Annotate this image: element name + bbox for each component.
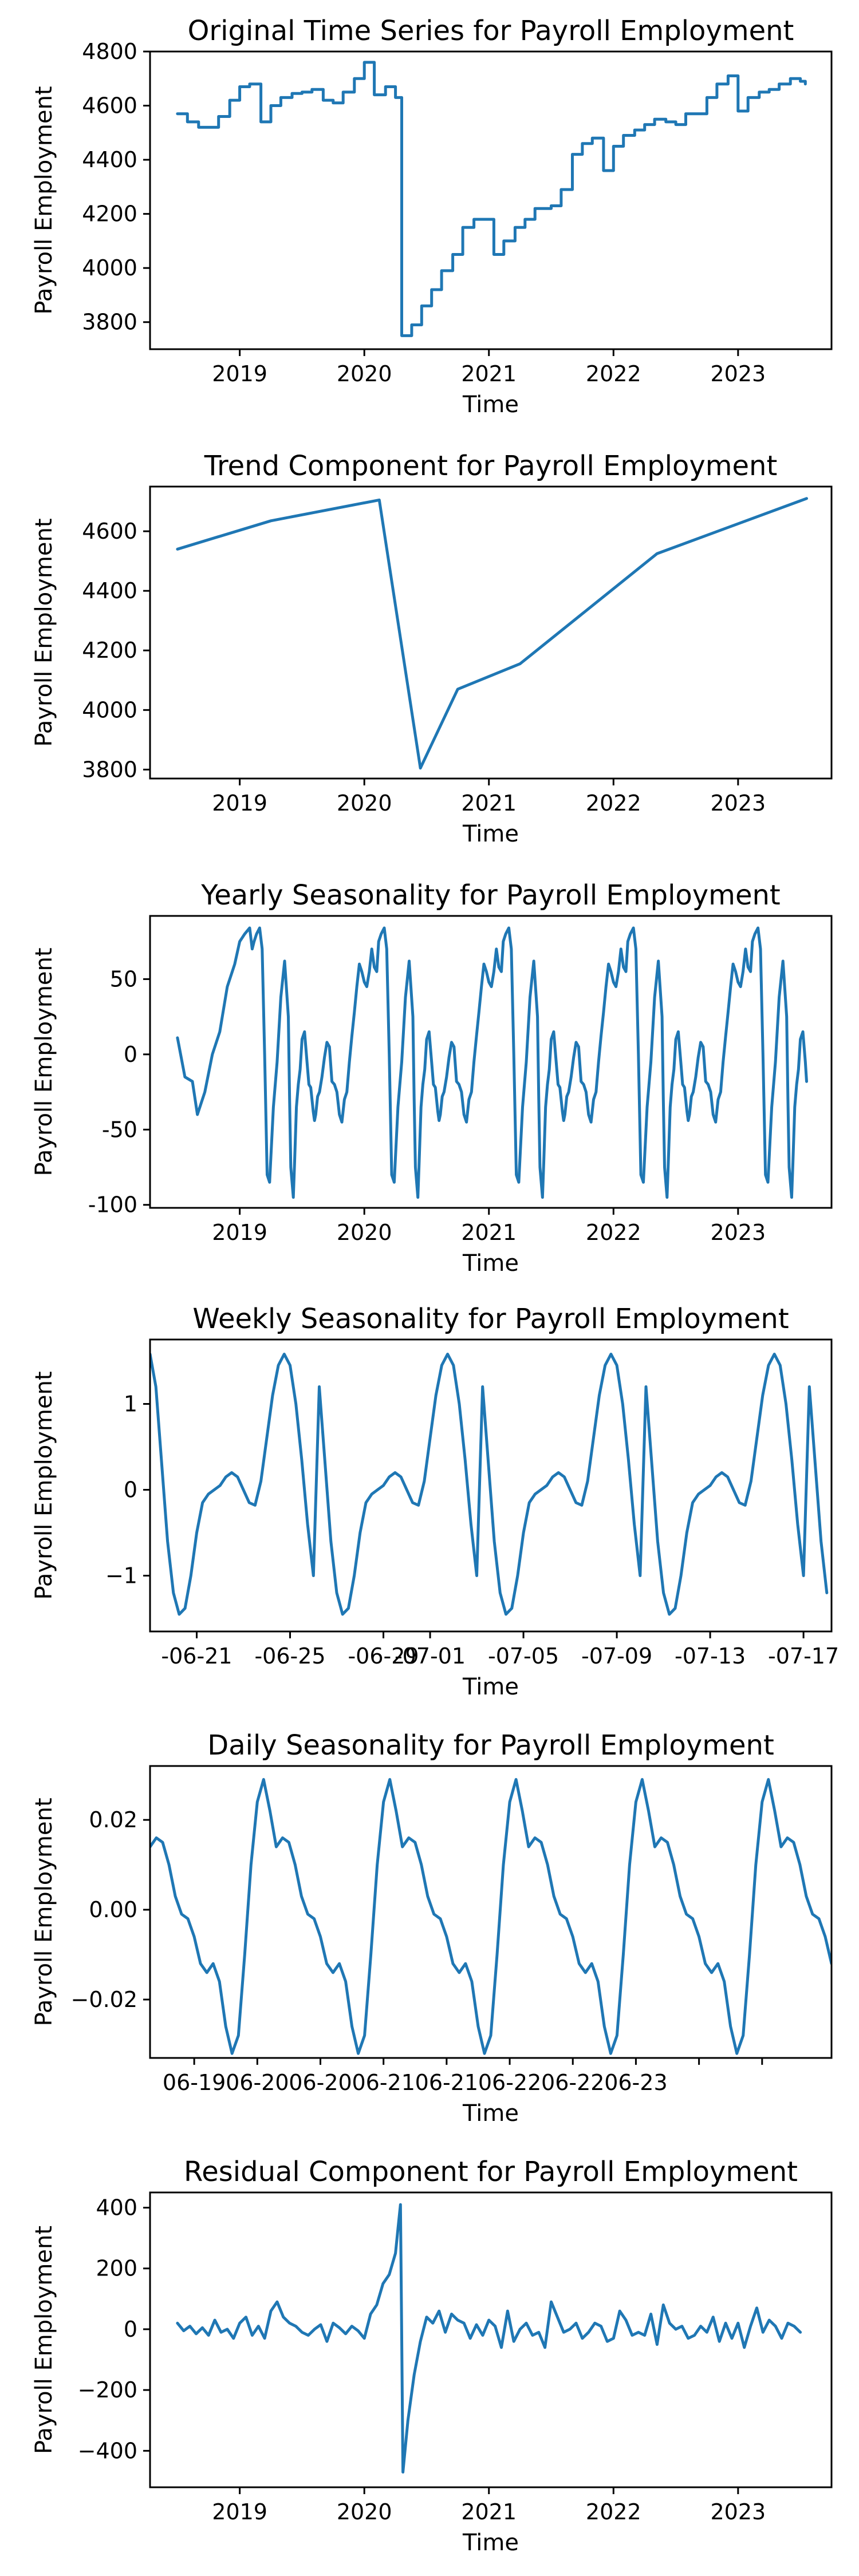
- y-tick-label: 4600: [82, 519, 137, 544]
- x-tick-label: 2020: [337, 361, 392, 386]
- y-tick-label: 4400: [82, 578, 137, 603]
- chart-title: Weekly Seasonality for Payroll Employmen…: [192, 1303, 789, 1335]
- x-tick-label: 06-21: [415, 2070, 478, 2095]
- x-tick-label: 2019: [212, 791, 267, 816]
- x-tick-label: 2019: [212, 1220, 267, 1245]
- x-tick-label: 2020: [337, 791, 392, 816]
- y-tick-label: −0.02: [71, 1987, 137, 2012]
- series-line: [176, 926, 808, 1199]
- y-tick-label: −400: [78, 2438, 137, 2463]
- y-tick-label: 200: [96, 2256, 137, 2281]
- y-tick-label: 4800: [82, 39, 137, 64]
- x-axis-label: Time: [462, 821, 519, 847]
- y-tick-label: -100: [88, 1192, 137, 1218]
- x-tick-label: 2022: [586, 2499, 641, 2524]
- x-axis-label: Time: [462, 2530, 519, 2556]
- x-tick-label: 06-21: [352, 2070, 415, 2095]
- x-tick-label: 2019: [212, 361, 267, 386]
- x-tick-label: 06-19: [163, 2070, 226, 2095]
- chart-panel-3: Yearly Seasonality for Payroll Employmen…: [31, 879, 833, 1277]
- series-line: [176, 2203, 802, 2474]
- x-tick-label: -06-25: [254, 1643, 325, 1669]
- x-tick-label: 2019: [212, 2499, 267, 2524]
- y-axis-label: Payroll Employment: [31, 2226, 57, 2454]
- y-tick-label: 4200: [82, 638, 137, 663]
- x-tick-label: 06-20: [289, 2070, 352, 2095]
- x-tick-label: 2023: [710, 2499, 766, 2524]
- y-tick-label: 3800: [82, 757, 137, 782]
- y-axis-label: Payroll Employment: [31, 86, 57, 315]
- x-tick-label: 2023: [710, 361, 766, 386]
- plot-frame: [149, 2191, 833, 2488]
- x-tick-label: 2021: [461, 2499, 517, 2524]
- y-tick-label: 4000: [82, 255, 137, 280]
- x-tick-label: 06-20: [226, 2070, 289, 2095]
- chart-title: Original Time Series for Payroll Employm…: [188, 15, 794, 47]
- chart-panel-2: Trend Component for Payroll Employment 20…: [31, 450, 833, 847]
- y-tick-label: 400: [96, 2195, 137, 2221]
- x-axis-label: Time: [462, 1674, 519, 1700]
- y-tick-label: 0.02: [89, 1807, 137, 1832]
- chart-panel-6: Residual Component for Payroll Employmen…: [31, 2156, 833, 2556]
- plot-frame: [149, 485, 833, 780]
- chart-panel-4: Weekly Seasonality for Payroll Employmen…: [31, 1303, 839, 1700]
- series-line: [176, 497, 808, 770]
- plot-frame: [149, 1338, 833, 1633]
- x-tick-label: 06-22: [478, 2070, 541, 2095]
- x-tick-label: 2022: [586, 361, 641, 386]
- x-tick-label: 2023: [710, 1220, 766, 1245]
- x-tick-label: -07-17: [768, 1643, 839, 1669]
- y-axis-label: Payroll Employment: [31, 519, 57, 747]
- x-tick-label: -07-13: [675, 1643, 746, 1669]
- chart-title: Daily Seasonality for Payroll Employment: [207, 1729, 774, 1761]
- y-tick-label: −1: [105, 1563, 137, 1589]
- y-tick-label: 4400: [82, 147, 137, 172]
- plot-frame: [149, 915, 833, 1209]
- plot-frame: [149, 1765, 833, 2059]
- x-tick-label: 06-22: [541, 2070, 604, 2095]
- series-line: [150, 1353, 829, 1616]
- series-line: [150, 1778, 832, 2055]
- y-tick-label: 0.00: [89, 1897, 137, 1922]
- x-tick-label: 2023: [710, 791, 766, 816]
- series-line: [176, 61, 807, 337]
- y-tick-label: 4200: [82, 202, 137, 227]
- x-tick-label: -06-29: [348, 1643, 419, 1669]
- x-tick-label: -07-05: [488, 1643, 559, 1669]
- chart-title: Trend Component for Payroll Employment: [204, 450, 778, 482]
- y-tick-label: 0: [124, 1477, 137, 1503]
- y-tick-label: 1: [124, 1392, 137, 1417]
- y-tick-label: −200: [78, 2377, 137, 2403]
- chart-title: Residual Component for Payroll Employmen…: [184, 2156, 798, 2188]
- x-tick-label: 2021: [461, 1220, 517, 1245]
- y-tick-label: 3800: [82, 310, 137, 335]
- x-tick-label: 2021: [461, 791, 517, 816]
- y-axis-label: Payroll Employment: [31, 1798, 57, 2026]
- plot-frame: [149, 50, 833, 350]
- chart-title: Yearly Seasonality for Payroll Employmen…: [200, 879, 780, 911]
- y-tick-label: 50: [110, 966, 137, 991]
- chart-panel-1: Original Time Series for Payroll Employm…: [31, 15, 833, 418]
- x-axis-label: Time: [462, 2100, 519, 2127]
- x-tick-label: 2022: [586, 791, 641, 816]
- chart-panel-5: Daily Seasonality for Payroll Employment…: [31, 1729, 833, 2127]
- x-tick-label: 2020: [337, 2499, 392, 2524]
- y-tick-label: 0: [124, 1042, 137, 1067]
- x-tick-label: 06-23: [604, 2070, 667, 2095]
- x-tick-label: 2022: [586, 1220, 641, 1245]
- x-tick-label: -07-09: [581, 1643, 652, 1669]
- x-axis-label: Time: [462, 392, 519, 418]
- x-tick-label: -07-01: [395, 1643, 466, 1669]
- y-axis-label: Payroll Employment: [31, 1372, 57, 1600]
- x-tick-label: 2020: [337, 1220, 392, 1245]
- y-tick-label: -50: [102, 1117, 137, 1142]
- y-tick-label: 4600: [82, 93, 137, 118]
- y-tick-label: 0: [124, 2317, 137, 2342]
- y-tick-label: 4000: [82, 697, 137, 722]
- x-tick-label: 2021: [461, 361, 517, 386]
- x-tick-label: -06-21: [161, 1643, 232, 1669]
- y-axis-label: Payroll Employment: [31, 948, 57, 1176]
- x-axis-label: Time: [462, 1250, 519, 1277]
